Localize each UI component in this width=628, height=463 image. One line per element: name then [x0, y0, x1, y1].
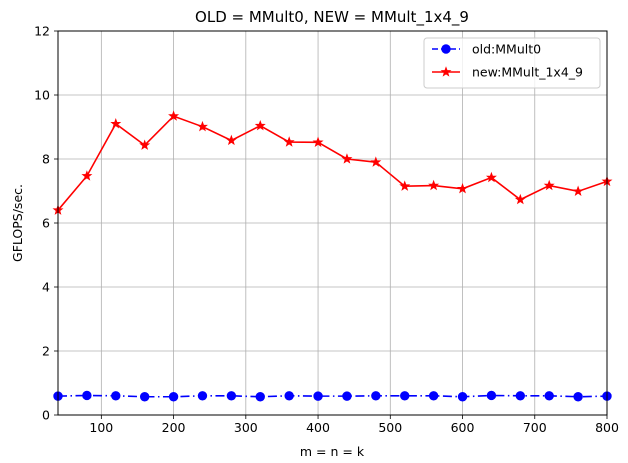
data-point — [82, 390, 92, 401]
data-point — [544, 391, 554, 401]
data-point — [312, 136, 324, 148]
data-point — [428, 179, 440, 191]
y-tick-label: 10 — [34, 88, 50, 103]
data-point — [225, 134, 237, 146]
data-point — [110, 118, 122, 129]
legend: old:MMult0 new:MMult_1x4_9 — [423, 37, 601, 89]
data-point — [168, 110, 180, 121]
data-point — [111, 391, 121, 401]
x-tick-label: 700 — [523, 420, 547, 435]
y-tick-label: 12 — [34, 24, 50, 39]
data-point — [197, 391, 208, 401]
data-point — [283, 136, 295, 147]
x-tick-label: 800 — [595, 420, 619, 435]
x-tick-label: 500 — [378, 420, 402, 435]
data-point — [400, 391, 410, 401]
data-point — [255, 392, 265, 402]
series-group — [52, 110, 613, 402]
series-old-mmult0 — [53, 390, 612, 402]
legend-marker — [441, 44, 451, 54]
data-point — [399, 180, 411, 191]
legend-label: new:MMult_1x4_9 — [472, 65, 583, 80]
data-point — [226, 391, 237, 401]
legend-label: old:MMult0 — [472, 42, 541, 57]
legend-box — [423, 37, 601, 89]
data-point — [573, 392, 583, 402]
y-axis-label: GFLOPS/sec. — [10, 184, 25, 262]
y-tick-label: 0 — [42, 408, 50, 423]
data-point — [284, 391, 294, 401]
x-axis-label: m = n = k — [300, 444, 365, 459]
data-point — [485, 171, 497, 183]
y-tick-label: 8 — [42, 152, 50, 167]
y-tick-label: 2 — [42, 344, 50, 359]
chart-title: OLD = MMult0, NEW = MMult_1x4_9 — [195, 8, 469, 27]
x-tick-label: 600 — [451, 420, 475, 435]
x-tick-label: 200 — [162, 420, 186, 435]
data-point — [428, 391, 439, 401]
data-point — [139, 392, 150, 402]
legend-marker — [440, 66, 452, 77]
data-point — [543, 179, 555, 191]
x-tick-label: 100 — [89, 420, 113, 435]
data-point — [342, 391, 352, 401]
y-tick-label: 4 — [42, 280, 50, 295]
data-point — [572, 185, 584, 196]
series-line — [57, 115, 608, 211]
y-tick-label: 6 — [42, 216, 50, 231]
series-line — [57, 394, 608, 398]
data-point — [371, 391, 381, 401]
data-point — [370, 156, 382, 167]
data-point — [457, 392, 468, 402]
data-point — [515, 391, 526, 401]
data-point — [196, 120, 208, 132]
data-point — [313, 391, 323, 401]
x-tick-label: 400 — [306, 420, 330, 435]
data-point — [168, 392, 179, 402]
data-point — [486, 390, 497, 401]
data-point — [514, 193, 526, 205]
tick-group: 100 200 300 400 500 600 700 800 0 2 4 6 8 10 12 — [34, 24, 619, 436]
x-tick-label: 300 — [234, 420, 258, 435]
data-point — [341, 153, 353, 164]
data-point — [254, 119, 266, 131]
data-point — [457, 182, 469, 194]
series-new-mmult-1x4-9 — [52, 110, 613, 215]
data-point — [81, 170, 93, 181]
data-point — [139, 139, 151, 150]
